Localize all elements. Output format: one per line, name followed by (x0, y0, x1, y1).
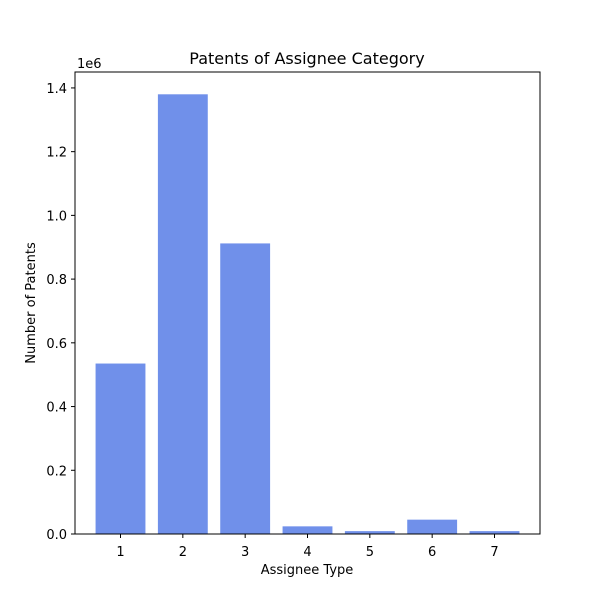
y-tick-label: 0.8 (46, 273, 67, 288)
y-offset-label: 1e6 (77, 57, 102, 72)
y-tick-label: 0.6 (46, 337, 67, 352)
x-tick-label: 4 (303, 545, 311, 560)
y-tick-label: 1.2 (46, 146, 67, 161)
x-tick-label: 5 (366, 545, 374, 560)
bar-6 (407, 520, 457, 534)
x-tick-label: 7 (490, 545, 498, 560)
bar-1 (96, 364, 146, 534)
y-tick-label: 0.2 (46, 464, 67, 479)
x-tick-label: 2 (179, 545, 187, 560)
x-axis-label: Assignee Type (261, 563, 354, 578)
y-axis-label: Number of Patents (24, 242, 39, 364)
x-tick-label: 3 (241, 545, 249, 560)
chart-title: Patents of Assignee Category (189, 49, 424, 68)
y-tick-label: 0.4 (46, 401, 67, 416)
y-tick-label: 1.4 (46, 82, 67, 97)
y-tick-label: 1.0 (46, 209, 67, 224)
x-tick-label: 6 (428, 545, 436, 560)
bar-2 (158, 94, 208, 534)
y-tick-label: 0.0 (46, 528, 67, 543)
x-tick-label: 1 (116, 545, 124, 560)
bar-4 (283, 526, 333, 534)
bar-3 (220, 243, 270, 534)
